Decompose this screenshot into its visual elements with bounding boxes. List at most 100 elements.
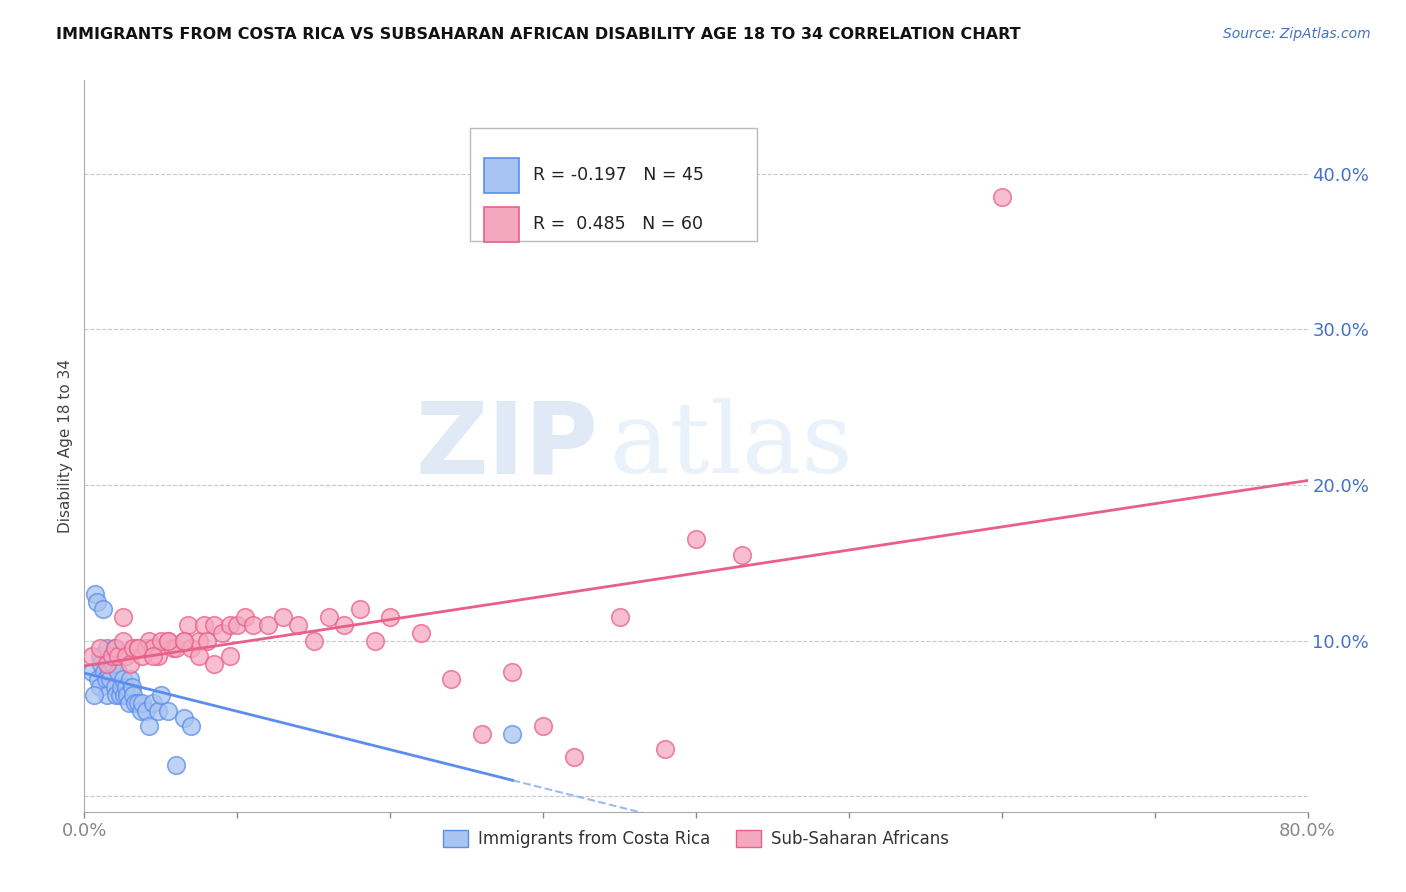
Point <box>157 633 180 648</box>
Point <box>122 688 145 702</box>
Y-axis label: Disability Age 18 to 34: Disability Age 18 to 34 <box>58 359 73 533</box>
Point <box>98 673 121 687</box>
Point <box>138 633 160 648</box>
Text: IMMIGRANTS FROM COSTA RICA VS SUBSAHARAN AFRICAN DISABILITY AGE 18 TO 34 CORRELA: IMMIGRANTS FROM COSTA RICA VS SUBSAHARAN… <box>56 27 1021 42</box>
Point <box>233 610 256 624</box>
Point <box>122 641 145 656</box>
Point <box>103 657 125 671</box>
Point <box>146 704 169 718</box>
Point <box>318 610 340 624</box>
Point <box>165 758 187 772</box>
Point <box>195 633 218 648</box>
Point <box>333 618 356 632</box>
Point <box>93 665 115 679</box>
Point <box>127 641 149 656</box>
Point <box>111 673 134 687</box>
Point <box>149 633 172 648</box>
Point <box>101 649 124 664</box>
Point <box>609 610 631 624</box>
Point <box>89 680 111 694</box>
Point <box>202 657 225 671</box>
Point <box>86 594 108 608</box>
Point <box>173 633 195 648</box>
Point <box>90 657 112 671</box>
Point <box>165 641 187 656</box>
Point <box>188 649 211 664</box>
FancyBboxPatch shape <box>470 128 758 241</box>
Point <box>96 688 118 702</box>
Point <box>97 665 120 679</box>
Point <box>731 548 754 562</box>
Point <box>349 602 371 616</box>
Point <box>202 618 225 632</box>
Point <box>104 641 127 656</box>
Bar <box>484 158 519 193</box>
Point <box>157 704 180 718</box>
Point <box>188 633 211 648</box>
Point <box>180 641 202 656</box>
Point <box>142 696 165 710</box>
Text: Source: ZipAtlas.com: Source: ZipAtlas.com <box>1223 27 1371 41</box>
Point <box>302 633 325 648</box>
Point <box>120 657 142 671</box>
Point <box>115 688 138 702</box>
Point <box>89 641 111 656</box>
Point <box>138 719 160 733</box>
Point <box>531 719 554 733</box>
Point <box>107 665 129 679</box>
Point <box>149 688 172 702</box>
Point <box>654 742 676 756</box>
Text: R =  0.485   N = 60: R = 0.485 N = 60 <box>533 215 703 233</box>
Point <box>257 618 280 632</box>
Point <box>84 587 107 601</box>
Point <box>105 688 128 702</box>
Point <box>562 750 585 764</box>
Point <box>211 625 233 640</box>
Point <box>87 673 110 687</box>
Point <box>685 533 707 547</box>
Point <box>162 641 184 656</box>
Point <box>89 649 111 664</box>
Point <box>101 649 124 664</box>
Point <box>364 633 387 648</box>
Point <box>129 704 152 718</box>
Point <box>271 610 294 624</box>
Point <box>127 641 149 656</box>
Point <box>114 680 136 694</box>
Point <box>242 618 264 632</box>
Point <box>135 641 157 656</box>
Point <box>104 680 127 694</box>
Point <box>409 625 432 640</box>
Point <box>157 633 180 648</box>
Point <box>502 727 524 741</box>
Point <box>440 673 463 687</box>
Point <box>114 649 136 664</box>
Point <box>135 704 157 718</box>
Point <box>111 633 134 648</box>
Point <box>146 649 169 664</box>
Point <box>142 641 165 656</box>
Point <box>173 711 195 725</box>
Point <box>218 649 240 664</box>
Point <box>127 696 149 710</box>
Point <box>131 649 153 664</box>
Point <box>177 618 200 632</box>
Point <box>287 618 309 632</box>
Legend: Immigrants from Costa Rica, Sub-Saharan Africans: Immigrants from Costa Rica, Sub-Saharan … <box>437 823 955 855</box>
Point <box>80 649 103 664</box>
Point <box>131 696 153 710</box>
Text: atlas: atlas <box>610 398 853 494</box>
Point <box>96 641 118 656</box>
Point <box>108 688 131 702</box>
Point <box>380 610 402 624</box>
Point <box>111 610 134 624</box>
Point <box>120 673 142 687</box>
Point <box>94 673 117 687</box>
Text: R = -0.197   N = 45: R = -0.197 N = 45 <box>533 167 704 185</box>
Point <box>104 641 127 656</box>
Point <box>218 618 240 632</box>
Point <box>112 688 135 702</box>
Point <box>173 633 195 648</box>
Point <box>110 680 132 694</box>
Point <box>91 602 114 616</box>
